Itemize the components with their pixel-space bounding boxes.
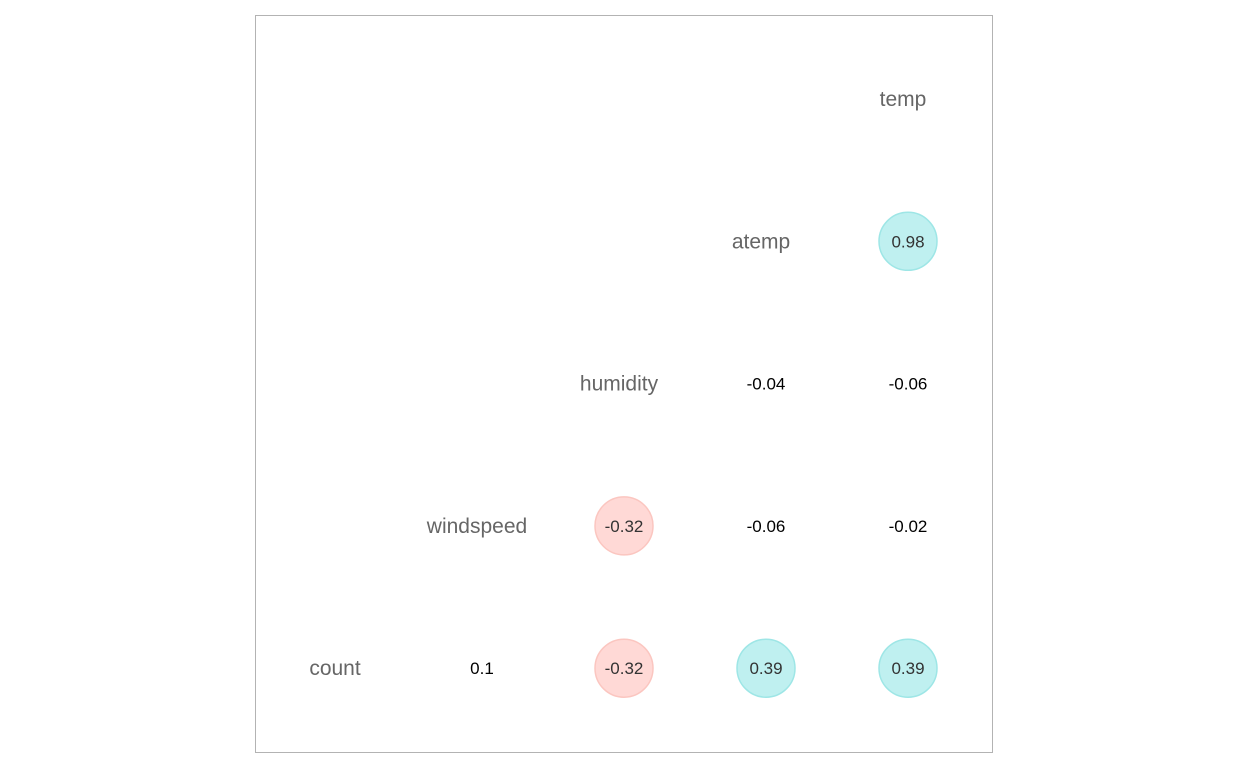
correlation-value-count-atemp: 0.39 <box>749 659 782 678</box>
variable-label-atemp: atemp <box>732 230 790 253</box>
correlation-circle-count-temp <box>878 638 938 698</box>
correlation-value-humidity-temp: -0.06 <box>889 375 928 394</box>
variable-label-temp: temp <box>880 88 927 111</box>
correlation-value-atemp-temp: 0.98 <box>891 232 924 251</box>
correlation-circle-count-humidity <box>594 638 654 698</box>
correlation-value-windspeed-humidity: -0.32 <box>605 517 644 536</box>
panel-border <box>255 15 993 753</box>
variable-label-count: count <box>309 657 361 680</box>
correlation-value-count-humidity: -0.32 <box>605 659 644 678</box>
correlation-value-count-windspeed: 0.1 <box>470 659 494 678</box>
variable-label-windspeed: windspeed <box>426 515 527 538</box>
correlation-circle-atemp-temp <box>878 211 938 272</box>
variable-label-humidity: humidity <box>580 373 659 396</box>
labels-layer: temp atemp humidity windspeed count 0.98 -0.04… <box>309 88 927 680</box>
correlation-value-windspeed-atemp: -0.06 <box>747 517 786 536</box>
correlation-circle-count-atemp <box>736 638 796 698</box>
correlation-value-windspeed-temp: -0.02 <box>889 517 928 536</box>
circles-layer <box>594 211 938 698</box>
correlation-circle-windspeed-humidity <box>594 496 654 556</box>
correlation-value-humidity-atemp: -0.04 <box>747 375 786 394</box>
correlation-value-count-temp: 0.39 <box>891 659 924 678</box>
